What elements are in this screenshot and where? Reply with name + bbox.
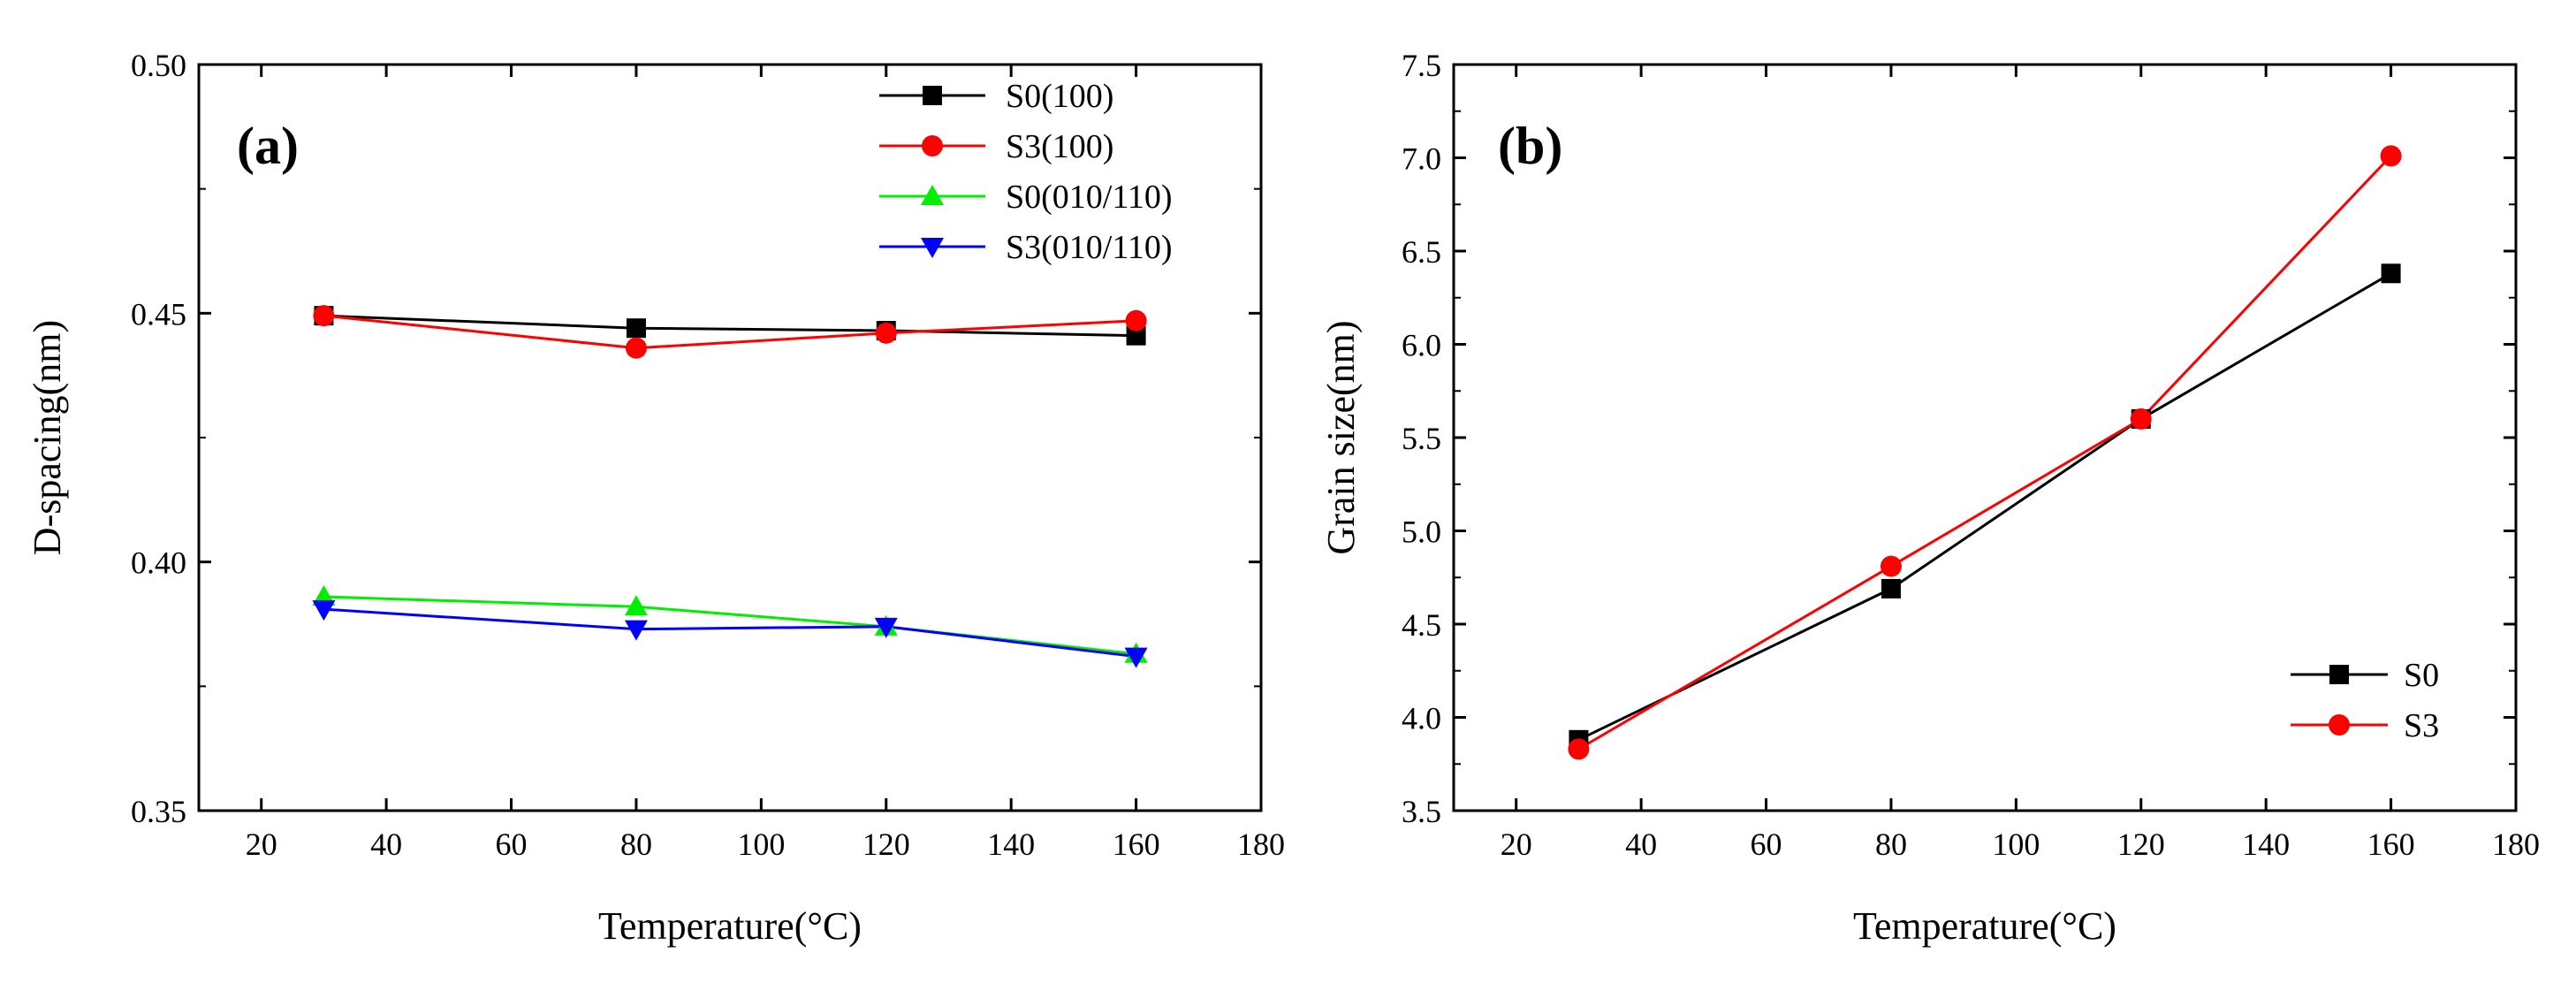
data-point-S3(100) [1125, 309, 1147, 332]
data-point-S0 [2381, 263, 2401, 284]
series-line-S3(010/110) [323, 607, 1136, 659]
data-point-S3 [2380, 145, 2402, 167]
x-axis-title: Temperature(°C) [1853, 904, 2116, 948]
data-point-S0(100) [626, 318, 646, 339]
panel-label: (a) [237, 117, 299, 175]
y-tick-label: 0.35 [131, 794, 186, 829]
data-point-S3(010/110) [624, 620, 648, 641]
data-point-S3(010/110) [874, 617, 898, 638]
x-tick-label: 100 [737, 827, 785, 862]
x-tick-label: 60 [496, 827, 528, 862]
series-line-S0(100) [323, 314, 1136, 338]
y-tick-label: 4.5 [1402, 607, 1441, 643]
x-tick-label: 140 [987, 827, 1035, 862]
legend-marker [922, 135, 943, 156]
x-tick-label: 40 [1625, 827, 1657, 862]
x-tick-label: 20 [1501, 827, 1532, 862]
y-tick-label: 5.5 [1402, 421, 1441, 456]
x-tick-label: 180 [2492, 827, 2540, 862]
x-tick-label: 180 [1237, 827, 1285, 862]
panel-label: (b) [1498, 117, 1562, 175]
y-tick-label: 7.5 [1402, 48, 1441, 83]
y-tick-label: 7.0 [1402, 141, 1441, 177]
x-tick-label: 100 [1992, 827, 2040, 862]
x-tick-label: 120 [2117, 827, 2165, 862]
x-tick-label: 160 [2367, 827, 2415, 862]
y-tick-label: 0.45 [131, 296, 186, 332]
y-tick-label: 5.0 [1402, 515, 1441, 550]
x-tick-label: 40 [370, 827, 402, 862]
x-tick-label: 60 [1751, 827, 1782, 862]
legend-entry: S3 [2404, 707, 2439, 744]
y-tick-label: 0.50 [131, 48, 186, 83]
series-line-S3(100) [323, 314, 1136, 350]
x-tick-label: 20 [246, 827, 277, 862]
legend-entry: S3(010/110) [1006, 229, 1173, 266]
data-point-S3(100) [625, 337, 647, 359]
legend-marker [921, 185, 944, 205]
series-line-S0 [1577, 272, 2392, 742]
legend-marker [2329, 714, 2350, 736]
chart-panel-b: 20 40 60 80 100 120 140 160 180 3.5 4.0 4.5 5.0 5.5 6.… [1319, 48, 2540, 948]
legend-entry: S0(010/110) [1006, 179, 1173, 216]
legend-entry: S3(100) [1006, 128, 1113, 165]
data-point-S0(010/110) [624, 595, 648, 616]
x-tick-label: 80 [1875, 827, 1907, 862]
series-line-S3 [1577, 155, 2392, 751]
x-tick-label: 120 [862, 827, 910, 862]
legend-marker [921, 238, 944, 258]
legend-marker [923, 86, 942, 105]
data-point-S3(010/110) [1124, 647, 1148, 668]
y-tick-label: 6.5 [1402, 234, 1441, 270]
data-point-S3(010/110) [312, 600, 336, 621]
data-point-S3 [1568, 738, 1590, 760]
y-tick-label: 4.0 [1402, 701, 1441, 736]
legend-marker [2329, 665, 2349, 684]
data-point-S3(100) [313, 305, 335, 327]
x-tick-label: 140 [2242, 827, 2290, 862]
data-point-S0 [1881, 578, 1901, 598]
y-axis-title: D-spacing(nm) [26, 320, 69, 555]
y-tick-label: 0.40 [131, 545, 186, 581]
data-point-S0(100) [1126, 325, 1146, 346]
data-point-S3(100) [875, 322, 897, 344]
y-axis-title: Grain size(nm) [1319, 320, 1363, 554]
y-tick-label: 6.0 [1402, 328, 1441, 363]
x-tick-label: 160 [1113, 827, 1160, 862]
data-point-S3 [1880, 555, 1902, 577]
legend-entry: S0(100) [1006, 78, 1113, 115]
data-point-S3 [2130, 408, 2152, 430]
x-tick-label: 80 [620, 827, 652, 862]
chart-panel-a: 20 40 60 80 100 120 140 160 180 0.35 0.40 0.45 0.50 T… [26, 48, 1285, 948]
legend-entry: S0 [2404, 657, 2439, 694]
y-tick-label: 3.5 [1402, 794, 1441, 829]
x-axis-title: Temperature(°C) [598, 904, 862, 948]
